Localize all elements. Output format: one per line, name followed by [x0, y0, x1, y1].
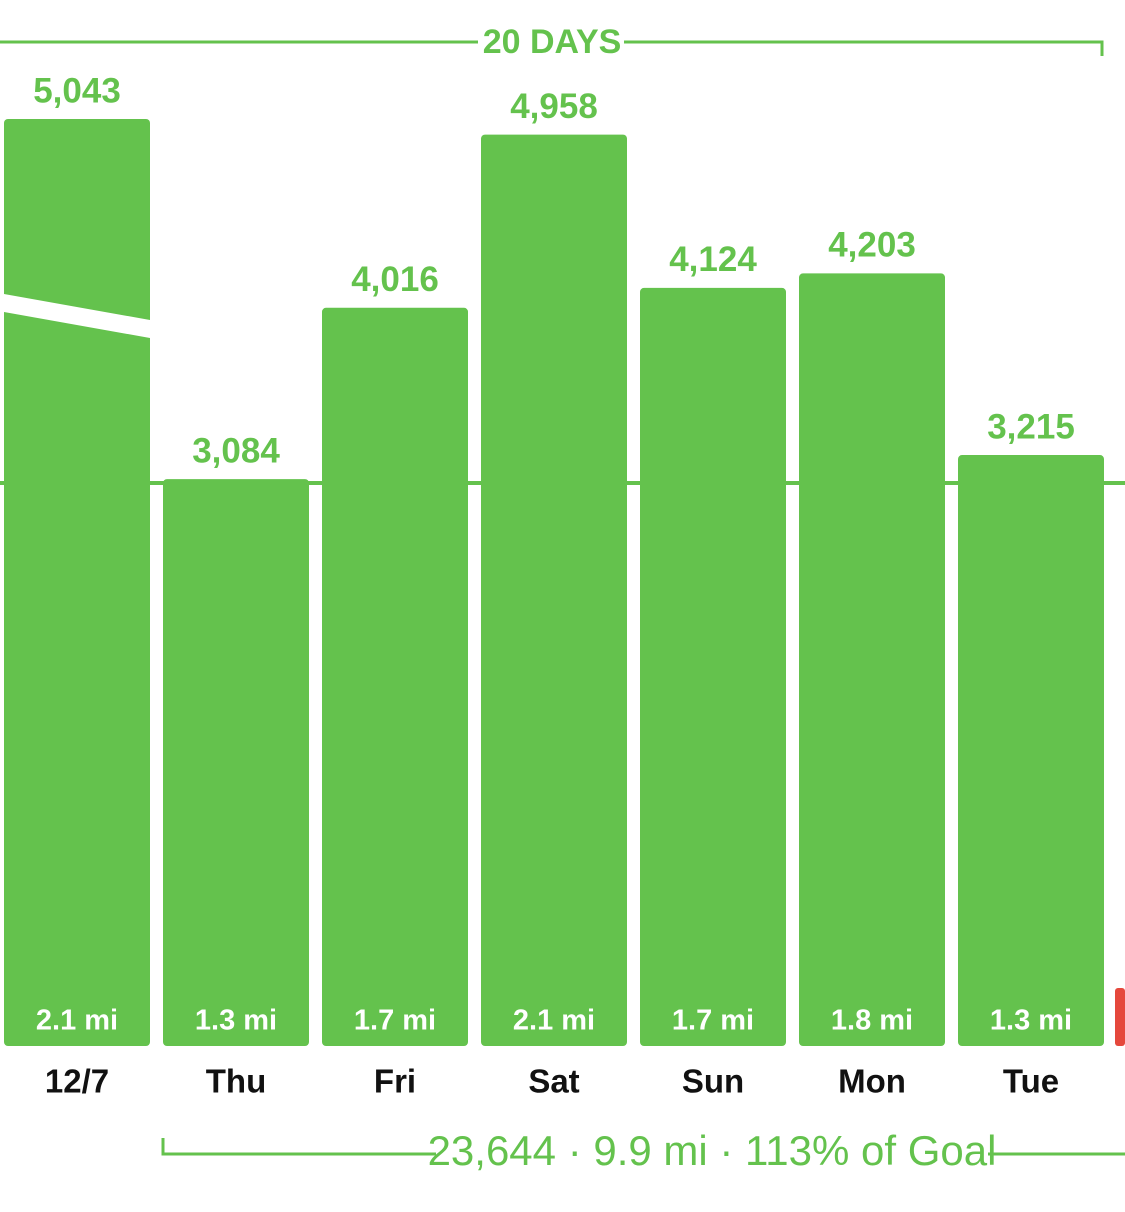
value-label: 4,124	[669, 240, 757, 279]
streak-label: 20 DAYS	[483, 23, 622, 61]
x-tick-label: Tue	[1003, 1063, 1059, 1100]
x-tick-label: Thu	[206, 1063, 266, 1100]
distance-label: 2.1 mi	[513, 1005, 595, 1037]
distance-label: 1.7 mi	[354, 1005, 436, 1037]
distance-label: 1.7 mi	[672, 1005, 754, 1037]
top-bracket-right	[624, 40, 1104, 56]
bar	[958, 455, 1104, 1046]
axis-break	[4, 294, 150, 338]
value-label: 4,203	[828, 226, 916, 265]
bar	[481, 134, 627, 1046]
x-tick-label: Fri	[374, 1063, 416, 1100]
x-tick-label: 12/7	[45, 1063, 109, 1100]
bar	[640, 287, 786, 1046]
distance-label: 1.8 mi	[831, 1005, 913, 1037]
value-label: 5,043	[33, 71, 121, 110]
distance-label: 2.1 mi	[36, 1005, 118, 1037]
value-label: 3,215	[987, 407, 1075, 446]
week-summary: 23,644 · 9.9 mi · 113% of Goal	[428, 1127, 997, 1174]
x-tick-label: Sun	[682, 1063, 744, 1100]
bottom-bracket-left	[161, 1138, 436, 1156]
bar	[4, 119, 150, 1046]
value-label: 3,084	[192, 431, 280, 470]
value-label: 4,016	[351, 260, 439, 299]
bar	[799, 273, 945, 1046]
bar	[163, 479, 309, 1047]
value-label: 4,958	[510, 87, 598, 126]
next-day-bar	[1115, 988, 1125, 1046]
x-tick-label: Sat	[528, 1063, 579, 1100]
bar	[322, 307, 468, 1046]
distance-label: 1.3 mi	[990, 1005, 1072, 1037]
distance-label: 1.3 mi	[195, 1005, 277, 1037]
x-tick-label: Mon	[838, 1063, 906, 1100]
